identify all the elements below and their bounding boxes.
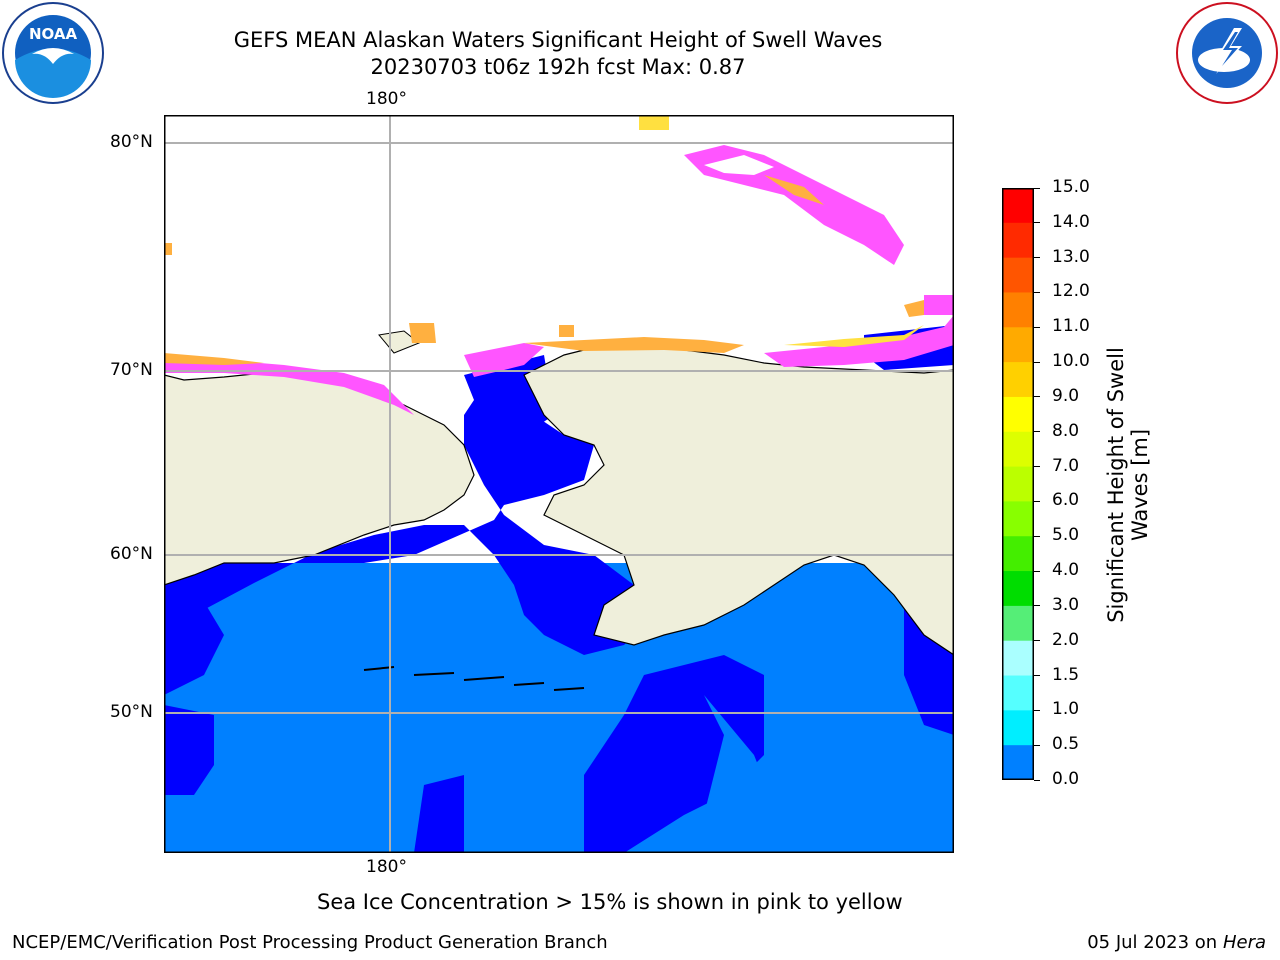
footer-host: Hera [1222, 932, 1266, 953]
colorbar-tick-mark [1034, 222, 1040, 224]
svg-text:NOAA: NOAA [29, 25, 78, 43]
colorbar [1002, 188, 1034, 781]
arctic-ice-floe [684, 145, 904, 265]
colorbar-tick-mark [1034, 675, 1040, 677]
colorbar-segment [1002, 327, 1034, 363]
lat-label-60: 60°N [110, 544, 153, 564]
bering-sea-low [164, 375, 644, 655]
colorbar-tick-mark [1034, 570, 1040, 572]
footer-date: 05 Jul 2023 on [1087, 932, 1223, 953]
colorbar-tick-label: 6.0 [1052, 490, 1080, 511]
colorbar-tick-mark [1034, 779, 1040, 781]
colorbar-label: Significant Height of Swell Waves [m] [1104, 347, 1152, 623]
colorbar-segment [1002, 536, 1034, 572]
colorbar-segment [1002, 710, 1034, 746]
colorbar-tick-label: 14.0 [1052, 211, 1090, 232]
colorbar-ticks: 15.0 14.0 13.0 12.0 11.0 10.0 9.0 8.0 7.0 6.0 5.0 4… [1034, 177, 1098, 789]
colorbar-tick-mark [1034, 187, 1040, 189]
colorbar-segment [1002, 605, 1034, 642]
colorbar-segment [1002, 745, 1034, 781]
chart-title: GEFS MEAN Alaskan Waters Significant Hei… [233, 28, 883, 52]
colorbar-tick-mark [1034, 431, 1040, 433]
colorbar-tick-label: 0.0 [1052, 769, 1080, 789]
alaska-land [523, 342, 955, 657]
chart-subtitle: 20230703 t06z 192h fcst Max: 0.87 [370, 55, 746, 79]
colorbar-tick-label: 5.0 [1052, 525, 1080, 546]
map-area [163, 115, 955, 853]
colorbar-tick-mark [1034, 709, 1040, 711]
colorbar-tick-label: 4.0 [1052, 560, 1080, 581]
colorbar-segment [1002, 431, 1034, 468]
lat-label-50: 50°N [110, 702, 153, 722]
colorbar-tick-label: 13.0 [1052, 246, 1090, 267]
colorbar-label-line2: Waves [m] [1128, 428, 1152, 542]
colorbar-tick-label: 1.0 [1052, 699, 1080, 720]
noaa-logo: NOAA [2, 2, 104, 104]
colorbar-segment [1002, 257, 1034, 294]
map-svg [163, 115, 955, 853]
colorbar-segment [1002, 675, 1034, 711]
colorbar-segment [1002, 188, 1034, 224]
colorbar-tick-mark [1034, 466, 1040, 468]
nws-logo [1176, 2, 1278, 104]
colorbar-tick-mark [1034, 640, 1040, 642]
colorbar-tick-label: 3.0 [1052, 594, 1080, 615]
colorbar-tick-label: 9.0 [1052, 385, 1080, 406]
colorbar-tick-mark [1034, 500, 1040, 502]
sea-ice-note: Sea Ice Concentration > 15% is shown in … [317, 890, 903, 914]
colorbar-tick-label: 12.0 [1052, 281, 1090, 302]
colorbar-segment [1002, 466, 1034, 503]
colorbar-segment [1002, 396, 1034, 433]
colorbar-tick-label: 8.0 [1052, 420, 1080, 441]
colorbar-tick-mark [1034, 605, 1040, 607]
footer-left: NCEP/EMC/Verification Post Processing Pr… [12, 932, 608, 953]
colorbar-segment [1002, 571, 1034, 607]
lat-label-80: 80°N [110, 132, 153, 152]
colorbar-tick-mark [1034, 326, 1040, 328]
graticule [164, 115, 954, 853]
colorbar-segment [1002, 222, 1034, 259]
colorbar-tick-mark [1034, 396, 1040, 398]
colorbar-tick-mark [1034, 257, 1040, 259]
colorbar-tick-mark [1034, 361, 1040, 363]
lat-label-70: 70°N [110, 360, 153, 380]
colorbar-segment [1002, 640, 1034, 677]
colorbar-tick-mark [1034, 291, 1040, 293]
colorbar-tick-label: 15.0 [1052, 177, 1090, 197]
colorbar-segment [1002, 501, 1034, 537]
colorbar-segment [1002, 292, 1034, 328]
colorbar-tick-label: 0.5 [1052, 734, 1080, 755]
colorbar-tick-label: 10.0 [1052, 351, 1090, 372]
colorbar-tick-mark [1034, 535, 1040, 537]
colorbar-tick-label: 11.0 [1052, 316, 1090, 337]
lon-label-bottom: 180° [366, 857, 407, 877]
colorbar-label-line1: Significant Height of Swell [1104, 347, 1128, 623]
aleutian-islands [363, 666, 585, 691]
colorbar-tick-label: 7.0 [1052, 455, 1080, 476]
lon-label-top: 180° [366, 89, 407, 109]
colorbar-tick-label: 1.5 [1052, 664, 1080, 685]
footer-right: 05 Jul 2023 on Hera [1087, 932, 1266, 953]
colorbar-segment [1002, 362, 1034, 398]
colorbar-tick-mark [1034, 744, 1040, 746]
colorbar-svg [1002, 188, 1034, 781]
colorbar-tick-label: 2.0 [1052, 629, 1080, 650]
